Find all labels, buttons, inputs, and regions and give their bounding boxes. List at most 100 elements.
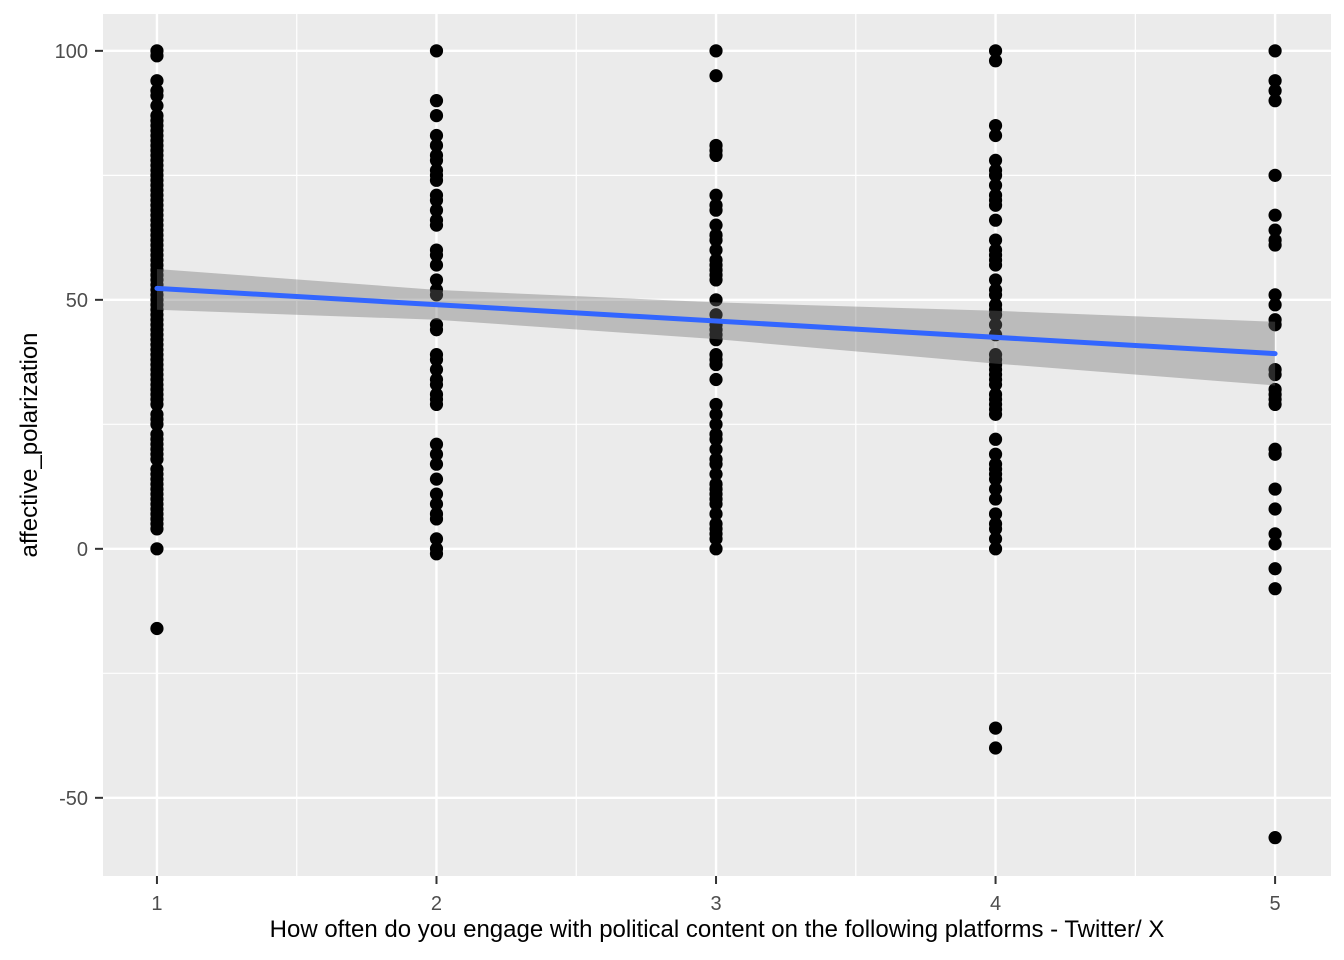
- data-point: [1268, 168, 1282, 182]
- data-point: [429, 532, 444, 546]
- data-point: [1268, 397, 1282, 412]
- data-point: [988, 447, 1003, 461]
- data-point: [709, 432, 723, 446]
- data-point: [1268, 527, 1282, 541]
- trend-line: [154, 285, 1278, 357]
- data-point: [988, 168, 1003, 182]
- data-point: [709, 457, 723, 471]
- data-point: [429, 218, 444, 232]
- data-point: [1268, 482, 1282, 496]
- data-point: [429, 377, 444, 392]
- data-point: [709, 417, 723, 431]
- data-point: [429, 128, 444, 143]
- data-point: [1268, 84, 1282, 98]
- y-axis-title: affective_polarization: [16, 332, 43, 558]
- data-point: [429, 362, 444, 377]
- data-point: [429, 288, 444, 302]
- data-point: [988, 44, 1003, 58]
- data-point: [709, 497, 723, 511]
- data-point: [429, 547, 444, 561]
- data-point: [988, 432, 1003, 446]
- data-point: [1268, 298, 1282, 312]
- data-point: [988, 233, 1003, 247]
- data-point: [150, 522, 164, 536]
- data-point: [429, 497, 444, 511]
- data-point: [429, 447, 444, 461]
- data-point: [429, 138, 444, 153]
- data-point: [709, 203, 723, 217]
- data-point: [709, 69, 723, 83]
- data-point: [1268, 367, 1282, 382]
- data-point: [988, 407, 1003, 421]
- data-point: [1268, 94, 1282, 108]
- data-point: [988, 318, 1003, 332]
- data-point: [709, 218, 723, 232]
- data-point: [429, 397, 444, 412]
- y-tick-label: 50: [66, 290, 88, 312]
- data-point: [988, 118, 1003, 133]
- data-point: [988, 153, 1003, 168]
- data-point: [709, 407, 723, 421]
- data-point: [988, 198, 1003, 212]
- data-point: [429, 153, 444, 168]
- data-point: [150, 99, 164, 113]
- data-point: [150, 89, 164, 103]
- data-point: [429, 457, 444, 471]
- data-point: [150, 452, 164, 466]
- data-point: [429, 203, 444, 217]
- x-tick-label: 3: [710, 893, 721, 915]
- x-axis-title: How often do you engage with political c…: [269, 916, 1165, 943]
- data-point: [150, 49, 164, 63]
- data-point: [150, 74, 164, 88]
- data-point: [988, 273, 1003, 287]
- data-point: [1268, 238, 1282, 252]
- y-tick-label: -50: [59, 788, 88, 810]
- data-point: [1268, 208, 1282, 222]
- data-point: [429, 108, 444, 123]
- data-point: [709, 44, 723, 58]
- data-point: [429, 273, 444, 287]
- data-point: [150, 397, 164, 412]
- data-point: [709, 308, 723, 322]
- data-point: [429, 512, 444, 526]
- y-tick-label: 100: [55, 41, 88, 63]
- data-point: [1268, 447, 1282, 461]
- data-point: [429, 323, 444, 337]
- data-point: [709, 507, 723, 521]
- data-point: [709, 542, 723, 556]
- data-point: [988, 472, 1003, 486]
- data-point: [988, 128, 1003, 143]
- data-point: [429, 44, 444, 58]
- data-point: [988, 507, 1003, 521]
- data-point: [429, 173, 444, 187]
- data-point: [1268, 288, 1282, 302]
- data-point: [988, 288, 1003, 302]
- data-point: [988, 522, 1003, 536]
- data-point: [988, 532, 1003, 546]
- data-point: [1268, 74, 1282, 88]
- data-point: [988, 721, 1003, 735]
- data-point: [709, 293, 723, 307]
- data-point: [988, 178, 1003, 192]
- data-point: [429, 437, 444, 451]
- data-point: [709, 467, 723, 481]
- data-point: [709, 442, 723, 456]
- data-point: [429, 472, 444, 486]
- data-point: [429, 193, 444, 207]
- data-point: [429, 248, 444, 262]
- data-point: [988, 482, 1003, 496]
- data-point: [709, 532, 723, 546]
- data-point: [429, 258, 444, 272]
- data-point: [988, 377, 1003, 392]
- data-point: [1268, 562, 1282, 576]
- data-point: [150, 542, 164, 556]
- data-point: [429, 94, 444, 108]
- data-point: [429, 487, 444, 501]
- data-point: [988, 54, 1003, 68]
- data-point: [1268, 537, 1282, 551]
- data-point: [1268, 831, 1282, 845]
- x-tick-label: 2: [431, 893, 442, 915]
- data-point: [709, 233, 723, 247]
- data-point: [988, 492, 1003, 506]
